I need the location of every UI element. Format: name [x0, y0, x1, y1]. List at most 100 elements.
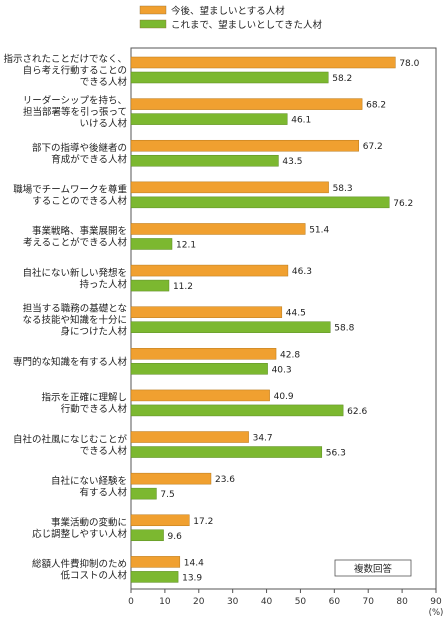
x-axis-unit-label: (%) — [429, 608, 444, 617]
bar-future — [130, 556, 181, 568]
bar-future — [130, 98, 363, 110]
x-tick-label: 0 — [128, 597, 134, 607]
x-tick-label: 80 — [396, 597, 408, 607]
data-label: 7.5 — [160, 490, 174, 500]
category-label: 応じ調整しやすい人材 — [32, 528, 127, 540]
data-label: 40.3 — [272, 365, 292, 375]
bar-future — [130, 181, 329, 194]
x-tick-label: 90 — [430, 597, 442, 607]
bar-past — [130, 196, 390, 209]
bar-past — [130, 279, 170, 292]
data-label: 58.3 — [333, 184, 353, 194]
category-label: 部下の指導や後継者の — [32, 142, 127, 154]
bar-future — [130, 348, 277, 360]
category-label: 自社の社風になじむことが — [13, 433, 128, 445]
data-label: 9.6 — [168, 532, 183, 542]
data-label: 23.6 — [215, 475, 235, 485]
bar-future — [130, 431, 249, 443]
note-label: 複数回答 — [354, 563, 393, 575]
category-label: できる人材 — [80, 76, 128, 88]
category-label: 担当する職務の基礎とな — [23, 303, 127, 315]
bar-future — [130, 514, 190, 527]
bar-future — [130, 306, 283, 318]
bar-future — [130, 472, 212, 485]
bar-past — [130, 446, 323, 458]
bar-past — [130, 238, 173, 250]
data-label: 58.8 — [334, 324, 354, 334]
category-label: 行動できる人材 — [61, 403, 128, 415]
bar-past — [130, 363, 268, 375]
bar-past — [130, 321, 331, 333]
bar-past — [130, 71, 329, 84]
category-label: 総額人件費抑制のため — [32, 558, 127, 570]
bar-past — [130, 529, 164, 542]
category-label: 事業戦略、事業展開を — [32, 225, 127, 237]
category-label: 指示を正確に理解し — [41, 392, 127, 404]
bar-past — [130, 404, 344, 417]
data-label: 46.3 — [292, 267, 312, 277]
category-label: 有する人材 — [79, 486, 127, 498]
data-label: 76.2 — [393, 199, 413, 209]
category-label: 考えることができる人材 — [23, 237, 128, 249]
data-label: 40.9 — [274, 392, 294, 402]
category-label: 職場でチームワークを尊重 — [13, 184, 127, 196]
data-label: 46.1 — [291, 116, 311, 126]
category-label: 指示されたことだけでなく、 — [3, 53, 127, 65]
x-tick-label: 70 — [362, 597, 374, 607]
note-box — [334, 559, 412, 577]
legend-swatch — [139, 5, 167, 15]
category-label: できる人材 — [80, 445, 128, 457]
data-label: 42.8 — [280, 350, 300, 360]
data-label: 58.2 — [332, 74, 352, 84]
legend-label: 今後、望ましいとする人材 — [171, 5, 285, 17]
bar-past — [130, 154, 279, 167]
category-label: 身につけた人材 — [60, 326, 127, 338]
x-tick-label: 30 — [227, 597, 239, 607]
bar-past — [130, 487, 157, 500]
category-label: 事業活動の変動に — [51, 517, 127, 529]
bar-future — [130, 223, 306, 235]
data-label: 14.4 — [184, 558, 204, 568]
category-label: 専門的な知識を有する人材 — [13, 356, 128, 368]
data-label: 68.2 — [366, 101, 386, 111]
category-label: 持った人材 — [79, 278, 127, 290]
data-label: 56.3 — [326, 449, 346, 459]
bar-future — [130, 139, 359, 152]
bar-past — [130, 571, 179, 583]
data-label: 43.5 — [282, 157, 302, 167]
x-tick-label: 10 — [159, 597, 171, 607]
data-label: 34.7 — [253, 434, 273, 444]
x-tick-label: 40 — [261, 597, 273, 607]
data-label: 51.4 — [309, 225, 329, 235]
x-tick-label: 20 — [193, 597, 205, 607]
bar-future — [130, 389, 270, 402]
x-tick-label: 50 — [295, 597, 307, 607]
category-label: 自社にない経験を — [51, 475, 127, 487]
data-label: 78.0 — [399, 59, 419, 69]
data-label: 17.2 — [193, 517, 213, 527]
category-label: 自ら考え行動することの — [23, 65, 127, 77]
data-label: 67.2 — [363, 142, 383, 152]
data-label: 12.1 — [176, 240, 196, 250]
legend-label: これまで、望ましいとしてきた人材 — [171, 19, 323, 31]
data-label: 62.6 — [347, 407, 367, 417]
category-label: リーダーシップを持ち、 — [23, 95, 127, 107]
plot-area-frame — [130, 47, 437, 590]
category-label: 担当部署等を引っ張って — [23, 106, 127, 118]
category-label: することのできる人材 — [32, 195, 127, 207]
legend-swatch — [139, 19, 167, 29]
bar-future — [130, 264, 289, 277]
data-label: 44.5 — [286, 309, 306, 319]
category-label: 低コストの人材 — [60, 570, 127, 582]
data-label: 13.9 — [182, 573, 202, 583]
data-label: 11.2 — [173, 282, 193, 292]
x-tick-label: 60 — [329, 597, 341, 607]
category-label: なる技能や知識を十分に — [22, 314, 127, 326]
category-label: いける人材 — [79, 118, 127, 130]
category-label: 育成ができる人材 — [51, 153, 127, 165]
bar-past — [130, 113, 288, 125]
bar-future — [130, 56, 396, 69]
category-label: 自社にない新しい発想を — [22, 267, 127, 279]
